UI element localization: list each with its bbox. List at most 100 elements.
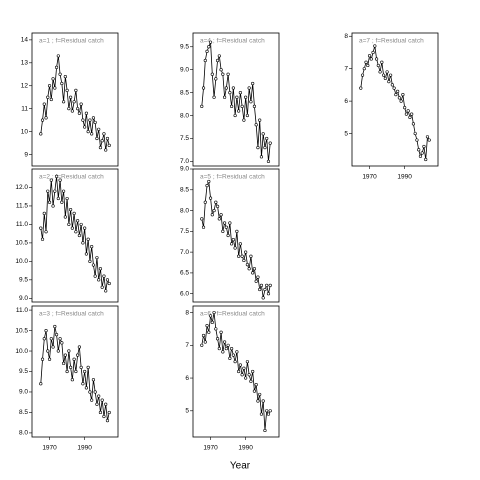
data-point	[374, 57, 379, 61]
y-tick-label: 7.0	[180, 249, 189, 256]
data-point	[104, 402, 108, 406]
data-point	[251, 369, 255, 374]
data-point	[217, 217, 221, 221]
data-point	[83, 369, 87, 374]
data-point	[215, 337, 220, 341]
data-point	[258, 392, 262, 397]
data-point	[95, 256, 99, 260]
data-point	[410, 112, 414, 116]
data-point	[387, 80, 391, 84]
y-tick-label: 7	[344, 65, 348, 72]
data-point	[219, 330, 223, 334]
data-point	[40, 118, 45, 122]
panel-title: a=4 ; f=Residual catch	[200, 38, 265, 45]
data-point	[240, 104, 244, 108]
data-point	[203, 58, 207, 63]
data-point	[396, 89, 400, 93]
data-point	[51, 345, 55, 349]
y-tick-label: 8	[344, 33, 348, 40]
data-point	[224, 346, 228, 351]
y-tick-label: 14	[21, 37, 29, 44]
data-point	[214, 77, 218, 81]
data-point	[367, 54, 372, 58]
y-tick-label: 6	[344, 98, 348, 105]
data-point	[228, 356, 232, 361]
x-axis-label: Year	[230, 461, 251, 472]
panel-title: a=7 ; f=Residual catch	[359, 38, 424, 45]
data-point	[90, 244, 94, 249]
data-point	[58, 72, 62, 76]
data-point	[221, 229, 225, 233]
data-point	[56, 54, 60, 58]
data-point	[40, 237, 45, 241]
data-point	[263, 287, 267, 292]
data-point	[233, 360, 237, 364]
panel-title: a=2 ; f=Residual catch	[39, 174, 104, 181]
data-point	[249, 379, 253, 383]
data-point	[98, 410, 103, 415]
data-point	[200, 217, 204, 221]
data-point	[102, 132, 106, 136]
panel-title: a=3 ; f=Residual catch	[39, 311, 104, 318]
y-tick-label: 10.5	[15, 240, 28, 247]
data-point	[224, 86, 228, 90]
y-tick-label: 8.0	[180, 207, 189, 214]
data-point	[373, 44, 377, 48]
data-point	[259, 412, 264, 416]
data-point	[95, 136, 99, 141]
data-point	[226, 72, 230, 76]
data-point	[210, 213, 214, 217]
data-point	[46, 95, 50, 99]
data-point	[265, 283, 269, 287]
panel-frame	[31, 32, 119, 167]
data-point	[394, 93, 398, 97]
data-point	[60, 341, 64, 345]
data-point	[201, 333, 206, 338]
data-point	[237, 109, 241, 113]
data-point	[397, 96, 401, 100]
data-point	[203, 340, 207, 344]
data-point	[256, 399, 260, 403]
y-tick-label: 8.5	[19, 409, 28, 416]
data-point	[74, 88, 78, 92]
data-point	[86, 365, 90, 370]
y-tick-label: 12	[21, 82, 29, 89]
data-point	[81, 118, 85, 122]
data-point	[249, 100, 253, 104]
data-point	[72, 357, 76, 361]
data-point	[72, 100, 76, 104]
y-tick-label: 6.0	[180, 290, 189, 297]
data-point	[266, 412, 271, 416]
data-point	[42, 211, 46, 215]
data-point	[230, 346, 234, 351]
data-point	[67, 107, 71, 111]
y-tick-label: 11.5	[16, 203, 29, 210]
data-point	[249, 254, 253, 258]
data-point	[242, 258, 246, 263]
data-point	[47, 84, 52, 88]
data-point	[219, 213, 223, 217]
data-point	[215, 58, 220, 63]
data-point	[258, 118, 262, 122]
data-point	[235, 229, 239, 233]
y-tick-label: 6.5	[180, 270, 189, 277]
data-point	[46, 189, 50, 193]
data-point	[200, 343, 204, 347]
data-point	[242, 118, 246, 122]
data-point	[413, 131, 417, 136]
x-tick-label: 1990	[77, 445, 92, 452]
data-point	[39, 382, 43, 386]
data-point	[214, 327, 218, 331]
data-point	[217, 54, 221, 58]
data-point	[247, 373, 251, 377]
data-point	[54, 333, 59, 337]
data-point	[219, 68, 223, 72]
data-point	[91, 116, 96, 120]
y-tick-label: 9.0	[19, 389, 28, 396]
y-tick-label: 8.5	[180, 187, 189, 194]
data-point	[252, 267, 257, 271]
data-point	[51, 77, 55, 81]
data-point	[371, 50, 375, 55]
panel-frame	[31, 168, 119, 303]
